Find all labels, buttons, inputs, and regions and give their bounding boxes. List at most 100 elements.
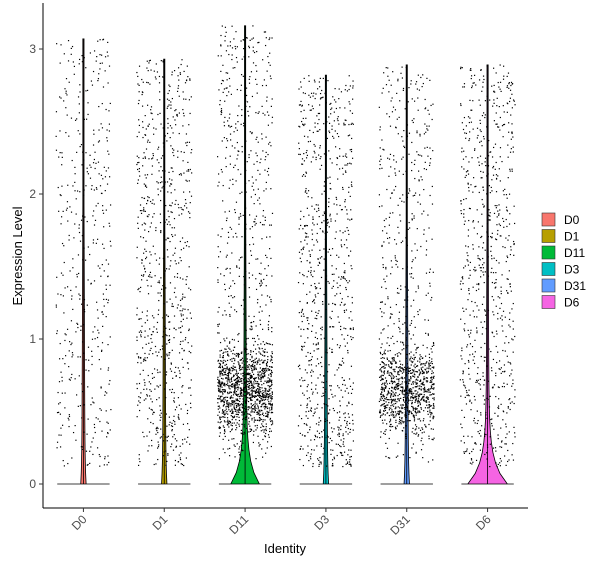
jitter-point-D3 (329, 326, 331, 328)
jitter-point-D11 (218, 383, 220, 385)
jitter-point-D11 (258, 414, 260, 416)
jitter-point-D1 (148, 407, 151, 409)
jitter-point-D11 (232, 349, 235, 351)
jitter-point-D11 (268, 62, 270, 64)
jitter-point-D31 (430, 414, 432, 416)
jitter-point-D6 (497, 81, 499, 84)
jitter-point-D0 (80, 325, 82, 327)
jitter-point-D31 (397, 384, 399, 387)
jitter-point-D11 (220, 168, 223, 171)
jitter-point-D11 (243, 56, 245, 58)
jitter-point-D31 (420, 408, 423, 410)
jitter-point-D1 (165, 371, 168, 373)
jitter-point-D31 (398, 378, 400, 380)
jitter-point-D0 (58, 156, 60, 158)
jitter-point-D0 (94, 167, 96, 170)
jitter-point-D11 (238, 403, 240, 405)
jitter-point-D31 (393, 403, 395, 405)
jitter-point-D3 (319, 461, 321, 463)
jitter-point-D3 (318, 417, 320, 419)
jitter-point-D11 (258, 413, 260, 415)
jitter-point-D31 (403, 201, 405, 203)
jitter-point-D3 (311, 301, 314, 303)
jitter-point-D0 (75, 213, 77, 215)
jitter-point-D11 (256, 136, 258, 138)
jitter-point-D1 (153, 133, 155, 135)
jitter-point-D31 (407, 372, 410, 374)
jitter-point-D1 (157, 458, 159, 461)
jitter-point-D31 (423, 372, 425, 375)
jitter-point-D3 (326, 222, 329, 224)
jitter-point-D3 (342, 362, 345, 364)
jitter-point-D11 (265, 362, 268, 365)
jitter-point-D11 (220, 82, 223, 85)
jitter-point-D1 (157, 148, 159, 150)
jitter-point-D11 (252, 365, 254, 368)
jitter-point-D3 (313, 150, 315, 152)
jitter-point-D11 (231, 252, 233, 254)
jitter-point-D1 (166, 460, 168, 463)
jitter-point-D11 (243, 413, 245, 416)
jitter-point-D31 (428, 353, 430, 355)
jitter-point-D0 (107, 369, 109, 371)
jitter-point-D0 (81, 417, 83, 419)
jitter-point-D1 (180, 173, 182, 175)
jitter-point-D11 (230, 397, 232, 399)
jitter-point-D3 (318, 112, 321, 115)
jitter-point-D31 (421, 432, 423, 434)
jitter-point-D31 (381, 366, 383, 369)
jitter-point-D1 (150, 69, 152, 71)
jitter-point-D3 (338, 419, 340, 421)
jitter-point-D11 (254, 379, 256, 381)
jitter-point-D31 (422, 457, 424, 459)
jitter-point-D11 (245, 391, 247, 393)
jitter-point-D31 (410, 377, 412, 379)
jitter-point-D31 (405, 383, 407, 385)
jitter-point-D31 (419, 357, 421, 359)
jitter-point-D31 (415, 428, 417, 430)
jitter-point-D3 (323, 293, 325, 296)
jitter-point-D3 (328, 442, 330, 444)
jitter-point-D0 (71, 45, 74, 48)
jitter-point-D31 (432, 342, 435, 344)
jitter-point-D3 (347, 218, 349, 220)
jitter-point-D3 (314, 145, 316, 147)
jitter-point-D31 (397, 266, 399, 268)
jitter-point-D31 (390, 313, 392, 315)
jitter-point-D31 (410, 360, 412, 362)
jitter-point-D31 (410, 397, 412, 399)
jitter-point-D31 (417, 395, 419, 397)
jitter-point-D1 (170, 101, 172, 103)
jitter-point-D6 (506, 433, 508, 435)
jitter-point-D11 (218, 390, 220, 392)
jitter-point-D0 (83, 299, 86, 301)
jitter-point-D1 (191, 172, 193, 174)
jitter-point-D11 (228, 387, 230, 389)
jitter-point-D11 (236, 403, 239, 405)
jitter-point-D31 (400, 404, 402, 406)
jitter-point-D31 (426, 361, 428, 363)
jitter-point-D3 (335, 101, 337, 103)
jitter-point-D3 (312, 343, 315, 345)
jitter-point-D3 (310, 274, 312, 276)
jitter-point-D31 (407, 409, 409, 411)
jitter-point-D11 (260, 430, 262, 432)
jitter-point-D11 (249, 359, 251, 361)
jitter-point-D6 (473, 417, 476, 419)
jitter-point-D11 (243, 387, 245, 389)
jitter-point-D1 (179, 459, 182, 461)
jitter-point-D1 (136, 383, 138, 385)
jitter-point-D31 (403, 369, 405, 371)
jitter-point-D3 (347, 162, 349, 165)
jitter-point-D11 (254, 409, 256, 411)
jitter-point-D0 (61, 376, 63, 378)
jitter-point-D3 (351, 112, 354, 114)
jitter-point-D11 (229, 447, 231, 450)
jitter-point-D3 (314, 286, 316, 288)
jitter-point-D3 (333, 111, 335, 113)
jitter-point-D3 (320, 156, 322, 158)
jitter-point-D11 (236, 413, 238, 415)
jitter-point-D1 (143, 222, 145, 224)
jitter-point-D31 (415, 382, 417, 384)
jitter-point-D11 (226, 79, 228, 81)
